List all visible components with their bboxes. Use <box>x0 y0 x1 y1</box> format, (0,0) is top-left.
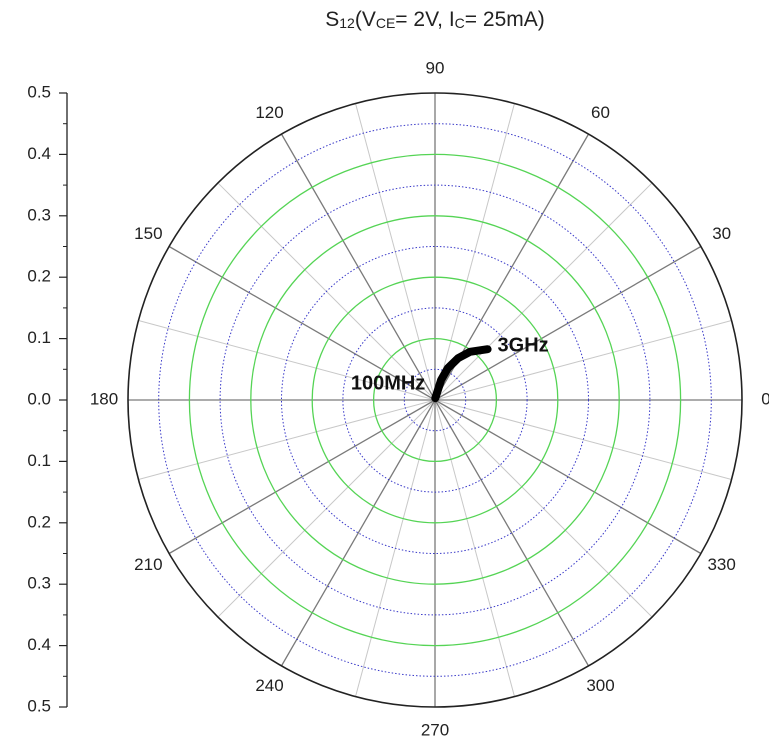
data-line <box>431 345 492 403</box>
title-subscript: C <box>455 15 465 31</box>
r-tick-label: 0.2 <box>27 512 51 531</box>
angle-label: 120 <box>255 103 283 122</box>
grid-circle <box>372 337 498 463</box>
angle-label: 60 <box>591 103 610 122</box>
angle-label: 30 <box>712 224 731 243</box>
r-tick-label: 0.1 <box>27 328 51 347</box>
major-spoke <box>434 399 702 555</box>
minor-grid-circle <box>342 307 528 493</box>
angle-label: 210 <box>134 555 162 574</box>
major-spoke <box>434 399 590 667</box>
minor-spoke <box>434 399 653 618</box>
title-text: S <box>325 8 339 31</box>
chart-title: S12(VCE= 2V, IC= 25mA) <box>325 8 545 31</box>
angle-label: 90 <box>426 58 445 77</box>
outer-circle <box>127 92 743 708</box>
minor-grid-circle <box>219 184 651 616</box>
angle-label: 300 <box>586 676 614 695</box>
minor-grid-circle <box>158 123 712 677</box>
minor-grid-circle <box>403 368 467 432</box>
angle-label: 270 <box>421 720 449 739</box>
title-text: (V <box>355 8 376 31</box>
r-tick-label: 0.0 <box>27 389 51 408</box>
angle-label: 150 <box>134 224 162 243</box>
r-tick-label: 0.3 <box>27 205 51 224</box>
r-tick-label: 0.1 <box>27 451 51 470</box>
angle-label: 240 <box>255 676 283 695</box>
r-tick-label: 0.3 <box>27 574 51 593</box>
r-tick-label: 0.5 <box>27 696 51 715</box>
title-text: = 2V, I <box>395 8 454 31</box>
r-tick-label: 0.4 <box>27 144 51 163</box>
r-tick-label: 0.4 <box>27 635 51 654</box>
minor-grid-circle <box>281 246 589 554</box>
major-spoke <box>280 399 436 667</box>
major-spoke <box>168 245 436 401</box>
r-tick-label: 0.5 <box>27 82 51 101</box>
grid-circle <box>250 215 620 585</box>
annotation: 3GHz <box>498 335 549 357</box>
angle-label: 180 <box>90 389 118 408</box>
major-spoke <box>434 245 702 401</box>
grid-circle <box>188 153 682 647</box>
minor-spoke <box>434 320 732 401</box>
angle-label: 330 <box>707 555 735 574</box>
minor-spoke <box>434 399 732 480</box>
major-spoke <box>280 133 436 401</box>
title-text: = 25mA) <box>465 8 545 31</box>
r-tick-label: 0.2 <box>27 267 51 286</box>
major-spoke <box>168 399 436 555</box>
grid-circle <box>311 276 559 524</box>
title-subscript: 12 <box>339 15 355 31</box>
title-subscript: CE <box>376 15 395 31</box>
angle-label: 0 <box>761 389 769 408</box>
annotation: 100MHz <box>351 372 425 394</box>
